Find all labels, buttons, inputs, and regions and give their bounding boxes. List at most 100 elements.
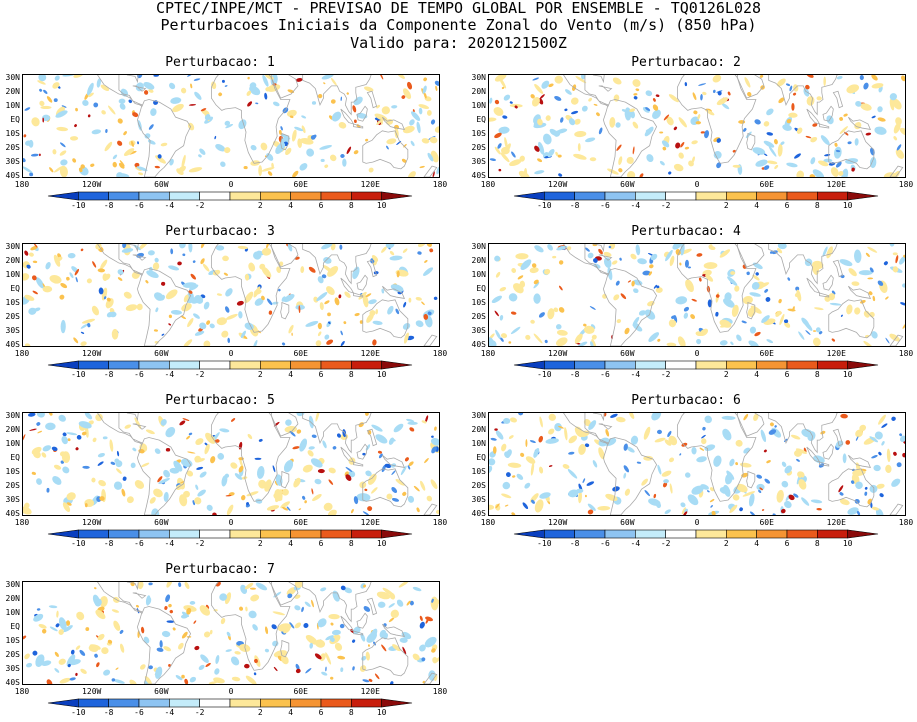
perturbation-contour [872, 295, 876, 302]
lat-tick-label: 40S [471, 340, 486, 349]
perturbation-contour [632, 79, 641, 87]
perturbation-contour [432, 656, 438, 664]
perturbation-contour [696, 338, 702, 345]
perturbation-contour [264, 92, 268, 100]
colorbar-label: 2 [257, 539, 263, 548]
perturbation-contour [46, 487, 50, 493]
perturbation-contour [386, 493, 393, 500]
colorbar-segment [817, 191, 848, 201]
perturbation-contour [389, 592, 396, 600]
lon-tick-label: 60E [759, 180, 774, 189]
perturbation-contour [159, 640, 163, 648]
colorbar-segment [108, 191, 140, 201]
perturbation-contour [764, 289, 769, 293]
colorbar [513, 191, 879, 201]
colorbar-label: 6 [318, 539, 324, 548]
perturbation-contour [339, 244, 343, 250]
colorbar-segment [229, 191, 261, 201]
perturbation-contour [262, 75, 269, 87]
perturbation-contour [289, 115, 294, 119]
perturbation-contour [80, 341, 87, 346]
perturbation-contour [736, 334, 742, 342]
perturbation-contour [865, 132, 872, 136]
perturbation-contour [431, 435, 434, 438]
perturbation-contour [163, 469, 171, 478]
perturbation-contour [787, 308, 796, 312]
perturbation-contour [76, 435, 82, 440]
colorbar-segment [574, 529, 606, 539]
lon-tick-label: 120E [360, 518, 380, 527]
perturbation-contour [502, 481, 511, 490]
perturbation-contour [899, 435, 905, 442]
perturbation-contour [534, 499, 544, 513]
colorbar-segment [320, 698, 352, 708]
colorbar-label: 10 [376, 539, 387, 548]
colorbar-label: -4 [630, 201, 641, 210]
perturbation-contour [564, 427, 568, 441]
perturbation-contour [805, 84, 810, 90]
perturbation-contour [26, 264, 31, 269]
perturbation-contour [137, 141, 139, 145]
lat-tick-label: 30N [5, 580, 20, 589]
perturbation-contour [247, 101, 253, 107]
perturbation-contour [371, 487, 378, 494]
coastline [126, 413, 139, 422]
perturbation-contour [315, 639, 326, 648]
perturbation-contour [669, 483, 673, 494]
lon-tick-label: 180 [480, 518, 496, 527]
perturbation-contour [206, 320, 211, 325]
perturbation-contour [547, 244, 553, 251]
perturbation-contour [132, 447, 137, 452]
perturbation-contour [410, 140, 415, 147]
perturbation-contour [293, 477, 301, 488]
perturbation-contour [37, 430, 43, 434]
lat-tick-label: 30S [471, 495, 486, 504]
lat-tick-label: 10S [5, 636, 20, 645]
perturbation-contour [218, 92, 223, 97]
perturbation-contour [61, 435, 68, 445]
colorbar-label: 10 [842, 370, 853, 379]
perturbation-contour [430, 437, 439, 446]
perturbation-contour [353, 96, 363, 106]
colorbar-segment [351, 698, 382, 708]
perturbation-contour [305, 667, 312, 674]
perturbation-contour [184, 678, 189, 684]
perturbation-contour [208, 681, 218, 684]
perturbation-contour [510, 326, 521, 335]
colorbar-label: 2 [723, 370, 729, 379]
perturbation-contour [774, 425, 777, 428]
perturbation-contour [554, 75, 563, 84]
perturbation-contour [565, 89, 572, 95]
perturbation-contour [178, 582, 182, 587]
perturbation-contour [24, 294, 35, 301]
perturbation-contour [369, 310, 376, 317]
perturbation-contour [364, 488, 368, 492]
perturbation-contour [766, 339, 774, 344]
perturbation-contour [651, 413, 662, 421]
perturbation-contour [855, 481, 863, 490]
perturbation-contour [116, 172, 124, 177]
perturbation-contour [723, 298, 735, 308]
perturbation-contour [555, 151, 559, 157]
perturbation-contour [252, 339, 258, 346]
perturbation-contour [266, 505, 280, 511]
perturbation-contour [683, 312, 689, 319]
perturbation-contour [215, 654, 220, 665]
perturbation-contour [199, 605, 210, 616]
colorbar-segment [290, 360, 322, 370]
colorbar-label: -2 [194, 708, 205, 717]
colorbar-segment [260, 529, 291, 539]
perturbation-contour [86, 82, 94, 96]
perturbation-contour [529, 267, 539, 274]
perturbation-contour [871, 331, 878, 339]
perturbation-contour [124, 424, 132, 429]
perturbation-contour [334, 642, 343, 651]
perturbation-contour [317, 322, 322, 330]
perturbation-contour [816, 96, 822, 101]
perturbation-contour [120, 88, 129, 97]
perturbation-contour [504, 451, 511, 458]
perturbation-contour [839, 126, 848, 135]
perturbation-contour [388, 247, 391, 250]
perturbation-contour [748, 493, 755, 507]
perturbation-contour [494, 310, 499, 317]
